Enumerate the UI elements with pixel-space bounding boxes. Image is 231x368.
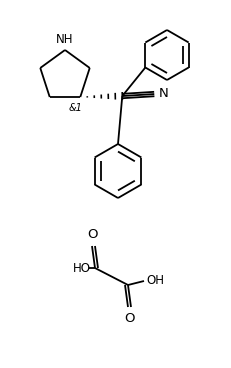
Text: OH: OH xyxy=(145,275,163,287)
Text: HO: HO xyxy=(73,262,91,275)
Text: N: N xyxy=(158,86,167,99)
Text: O: O xyxy=(87,228,98,241)
Text: NH: NH xyxy=(56,33,73,46)
Text: &1: &1 xyxy=(68,103,82,113)
Text: O: O xyxy=(124,312,135,325)
